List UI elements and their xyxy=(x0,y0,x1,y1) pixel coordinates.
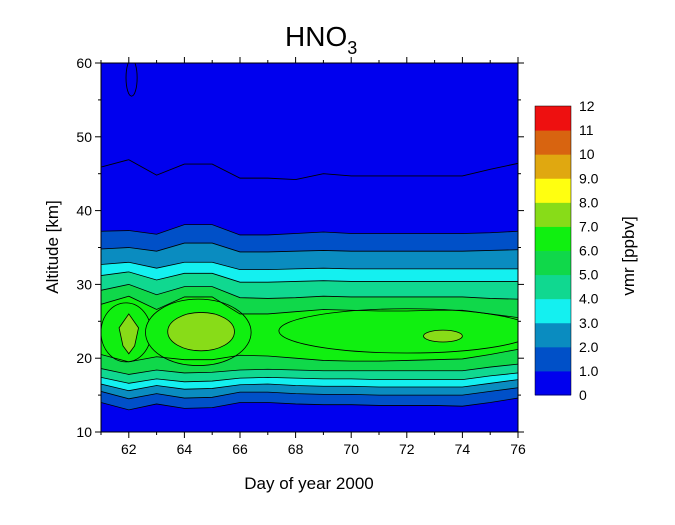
colorbar-swatch-2 xyxy=(535,322,571,348)
region-level-6-2 xyxy=(278,308,518,354)
colorbar-swatch-4 xyxy=(535,274,571,300)
colorbar-frame xyxy=(534,105,572,396)
colorbar-label-8: 8.0 xyxy=(579,194,599,210)
colorbar-swatch-6 xyxy=(535,226,571,251)
colorbar-label-3: 3.0 xyxy=(579,315,599,331)
colorbar-label: vmr [ppbv] xyxy=(619,216,638,295)
colorbar-label-6: 6.0 xyxy=(579,243,599,259)
x-tick-label-76: 76 xyxy=(510,441,526,457)
y-tick-label-60: 60 xyxy=(76,55,92,71)
y-tick-label-20: 20 xyxy=(76,350,92,366)
contour-line-3-y_lower xyxy=(101,379,518,392)
contour-line-4-y_upper xyxy=(101,271,518,283)
contour-line-5-y_lower xyxy=(101,363,518,375)
colorbar-label-5: 5.0 xyxy=(579,267,599,283)
colorbar-swatch-1 xyxy=(535,346,571,372)
colorbar-swatch-7 xyxy=(535,202,571,227)
contour-line-layer xyxy=(101,63,518,411)
y-axis: 10 20 30 40 50 60 xyxy=(76,55,524,440)
colorbar-label-1: 1.0 xyxy=(579,363,599,379)
contour-line-4-y_lower xyxy=(101,372,518,384)
x-tick-label-68: 68 xyxy=(288,441,304,457)
contour-line-1-y_upper xyxy=(101,224,518,236)
contour-line-5-y_upper xyxy=(101,283,518,300)
y-axis-label: Altitude [km] xyxy=(43,200,62,294)
chart-title: HNO3 xyxy=(285,21,357,58)
x-tick-label-62: 62 xyxy=(121,441,137,457)
colorbar-label-9: 9.0 xyxy=(579,170,599,186)
colorbar-swatch-3 xyxy=(535,298,571,324)
x-axis: 62 64 66 68 70 72 74 76 xyxy=(100,57,526,457)
contour-fill-layer xyxy=(101,63,518,432)
colorbar-label-4: 4.0 xyxy=(579,291,599,307)
colorbar: 0 1.0 2.0 3.0 4.0 5.0 6.0 7.0 8.0 9.0 10 11 12 xyxy=(534,98,599,403)
contour-line-1-y_lower xyxy=(101,397,518,411)
contour-line-6-y_lower xyxy=(101,348,518,363)
colorbar-label-12: 12 xyxy=(579,98,595,114)
island-level-7-2 xyxy=(423,329,463,343)
island-level-7-0 xyxy=(118,313,139,355)
contour-line-upper xyxy=(101,159,518,181)
colorbar-label-11: 11 xyxy=(579,122,594,138)
x-tick-label-70: 70 xyxy=(343,441,359,457)
x-tick-label-74: 74 xyxy=(455,441,471,457)
x-tick-label-72: 72 xyxy=(399,441,415,457)
colorbar-swatch-0 xyxy=(535,370,571,396)
contour-line-2-y_upper xyxy=(101,242,518,253)
x-axis-label: Day of year 2000 xyxy=(244,474,373,493)
contour-line-2-y_lower xyxy=(101,387,518,400)
contour-line-3-y_upper xyxy=(101,261,518,271)
y-tick-label-40: 40 xyxy=(76,203,92,219)
contour-loop-top xyxy=(125,63,138,97)
y-tick-label-50: 50 xyxy=(76,129,92,145)
chart-title-main: HNO xyxy=(285,21,347,52)
contour-line-6-y_upper xyxy=(101,295,518,319)
y-tick-label-30: 30 xyxy=(76,276,92,292)
colorbar-label-0: 0 xyxy=(579,387,587,403)
colorbar-label-10: 10 xyxy=(579,146,595,162)
x-tick-label-64: 64 xyxy=(177,441,193,457)
chart-title-subscript: 3 xyxy=(347,38,357,58)
island-level-7-1 xyxy=(167,312,235,352)
colorbar-swatch-10 xyxy=(535,130,571,155)
colorbar-label-2: 2.0 xyxy=(579,339,599,355)
x-tick-label-66: 66 xyxy=(232,441,248,457)
y-tick-label-10: 10 xyxy=(76,424,92,440)
colorbar-label-7: 7.0 xyxy=(579,218,599,234)
colorbar-swatch-11 xyxy=(535,106,571,131)
colorbar-swatch-9 xyxy=(535,154,571,179)
colorbar-swatch-5 xyxy=(535,250,571,276)
colorbar-swatch-8 xyxy=(535,178,571,203)
